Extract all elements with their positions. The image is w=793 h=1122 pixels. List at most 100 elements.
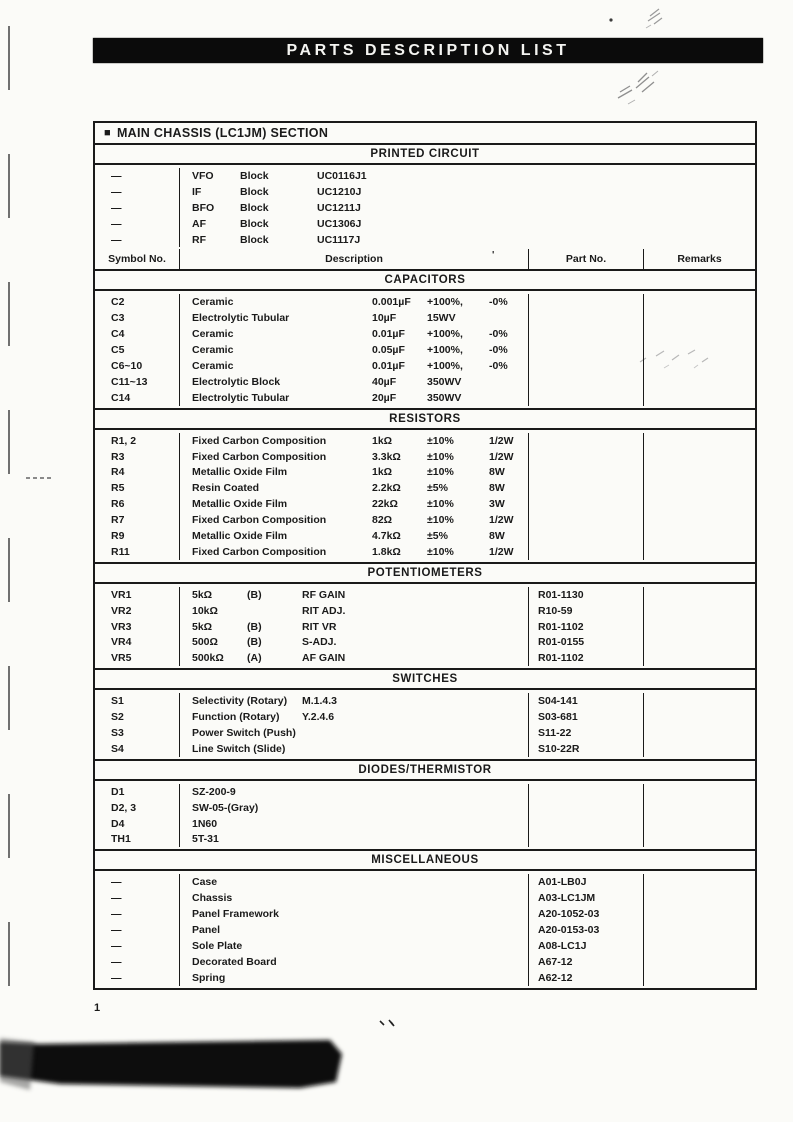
part-no-cell: A01-LB0J bbox=[528, 874, 643, 891]
symbol-cell: C5 bbox=[95, 342, 180, 359]
table-row: C2 Ceramic 0.001µF +100%, -0% bbox=[95, 294, 755, 311]
symbol-cell: C2 bbox=[95, 294, 180, 311]
table-row: C6~10 Ceramic 0.01µF +100%, -0% bbox=[95, 358, 755, 374]
part-no-cell: S11-22 bbox=[528, 725, 643, 741]
part-no-cell bbox=[528, 543, 643, 560]
description-part: UC0116J1 bbox=[317, 169, 367, 182]
description-part: AF GAIN bbox=[302, 652, 346, 665]
description-cell: Metallic Oxide Film 22kΩ ±10% 3W bbox=[180, 496, 528, 512]
table-row: VR3 5kΩ (B) RIT VR R01-1102 bbox=[95, 618, 755, 635]
page-title-banner: PARTS DESCRIPTION LIST bbox=[93, 38, 763, 63]
remarks-cell bbox=[643, 310, 755, 327]
description-cell: BFO Block UC1211J bbox=[180, 200, 528, 216]
description-part: ±5% bbox=[427, 529, 448, 542]
description-part: Electrolytic Tubular bbox=[192, 391, 290, 404]
description-part: UC1306J bbox=[317, 217, 362, 230]
description-part: 0.01µF bbox=[372, 359, 405, 372]
table-row: S2 Function (Rotary) Y.2.4.6 S03-681 bbox=[95, 709, 755, 726]
chassis-section-title-row: ■ MAIN CHASSIS (LC1JM) SECTION bbox=[95, 123, 755, 145]
remarks-cell bbox=[643, 528, 755, 544]
description-part: RF GAIN bbox=[302, 588, 346, 601]
part-no-cell: R01-1130 bbox=[528, 586, 643, 603]
remarks-cell bbox=[643, 373, 755, 390]
scan-margin-dash-artifact bbox=[26, 477, 54, 479]
scan-tick-marks-artifact bbox=[379, 1019, 395, 1027]
symbol-cell: D1 bbox=[95, 783, 180, 800]
symbol-cell: C6~10 bbox=[95, 358, 180, 374]
description-part: +100%, bbox=[427, 328, 463, 341]
table-row: R4 Metallic Oxide Film 1kΩ ±10% 8W bbox=[95, 464, 755, 481]
description-cell: VFO Block UC0116J1 bbox=[180, 168, 528, 184]
table-row: D1 SZ-200-9 bbox=[95, 783, 755, 800]
page-title: PARTS DESCRIPTION LIST bbox=[286, 42, 570, 59]
symbol-cell: D4 bbox=[95, 815, 180, 832]
remarks-cell bbox=[643, 184, 755, 200]
description-part: ±10% bbox=[427, 514, 454, 527]
section-rows-switches: S1 Selectivity (Rotary) M.1.4.3 S04-141 S2 Fu… bbox=[95, 690, 755, 761]
description-cell: Panel bbox=[180, 922, 528, 938]
description-part: 350WV bbox=[427, 375, 462, 388]
scan-margin-line-artifact bbox=[8, 26, 10, 1040]
description-part: RF bbox=[192, 233, 206, 246]
description-cell: Fixed Carbon Composition 1kΩ ±10% 1/2W bbox=[180, 433, 528, 449]
remarks-cell bbox=[643, 740, 755, 757]
section-rows-capacitors: C2 Ceramic 0.001µF +100%, -0% C3 Electrolytic … bbox=[95, 291, 755, 410]
description-part: Selectivity (Rotary) bbox=[192, 695, 288, 708]
description-cell: AF Block UC1306J bbox=[180, 216, 528, 232]
part-no-cell: S04-141 bbox=[528, 693, 643, 710]
description-cell: 5T-31 bbox=[180, 832, 528, 848]
table-row: — Panel Framework A20-1052-03 bbox=[95, 906, 755, 923]
description-cell: Fixed Carbon Composition 3.3kΩ ±10% 1/2W bbox=[180, 449, 528, 465]
table-row: — AF Block UC1306J bbox=[95, 215, 755, 232]
description-cell: 10kΩ RIT ADJ. bbox=[180, 603, 528, 619]
description-part: M.1.4.3 bbox=[302, 695, 338, 708]
description-part: 0.001µF bbox=[372, 296, 411, 309]
remarks-cell bbox=[643, 543, 755, 560]
section-rows-potentiometers: VR1 5kΩ (B) RF GAIN R01-1130 VR2 10kΩ RIT ADJ. R… bbox=[95, 584, 755, 671]
part-no-cell bbox=[528, 783, 643, 800]
description-part: SW-05-(Gray) bbox=[192, 801, 259, 814]
description-part: ±10% bbox=[427, 498, 454, 511]
column-header-description: Description ' bbox=[180, 249, 528, 269]
table-row: VR4 500Ω (B) S-ADJ. R01-0155 bbox=[95, 634, 755, 651]
description-part: UC1210J bbox=[317, 185, 362, 198]
part-no-cell: A08-LC1J bbox=[528, 937, 643, 954]
description-part: 1/2W bbox=[489, 434, 514, 447]
part-no-cell bbox=[528, 448, 643, 465]
description-part: 8W bbox=[489, 466, 505, 479]
symbol-cell: VR2 bbox=[95, 602, 180, 619]
table-row: R7 Fixed Carbon Composition 82Ω ±10% 1/2W bbox=[95, 512, 755, 529]
table-row: VR2 10kΩ RIT ADJ. R10-59 bbox=[95, 602, 755, 619]
description-cell: Metallic Oxide Film 1kΩ ±10% 8W bbox=[180, 464, 528, 480]
description-part: ±10% bbox=[427, 545, 454, 558]
remarks-cell bbox=[643, 216, 755, 232]
description-part: Sole Plate bbox=[192, 939, 243, 952]
remarks-cell bbox=[643, 496, 755, 513]
description-part: 4.7kΩ bbox=[372, 529, 401, 542]
part-no-cell bbox=[528, 373, 643, 390]
table-row: S1 Selectivity (Rotary) M.1.4.3 S04-141 bbox=[95, 693, 755, 710]
part-no-cell bbox=[528, 831, 643, 848]
description-part: UC1117J bbox=[317, 233, 361, 246]
description-part: 1/2W bbox=[489, 514, 514, 527]
remarks-cell bbox=[643, 200, 755, 216]
table-row: VR1 5kΩ (B) RF GAIN R01-1130 bbox=[95, 586, 755, 603]
symbol-cell: — bbox=[95, 890, 180, 907]
part-no-cell bbox=[528, 358, 643, 374]
description-part: Metallic Oxide Film bbox=[192, 466, 288, 479]
description-cell: Ceramic 0.01µF +100%, -0% bbox=[180, 326, 528, 342]
scan-scribble-artifact bbox=[609, 8, 663, 29]
description-part: Block bbox=[240, 201, 269, 214]
table-row: — Case A01-LB0J bbox=[95, 874, 755, 891]
part-no-cell bbox=[528, 799, 643, 816]
part-no-cell: S03-681 bbox=[528, 709, 643, 726]
symbol-cell: S3 bbox=[95, 725, 180, 741]
remarks-cell bbox=[643, 906, 755, 923]
description-part: (B) bbox=[247, 588, 262, 601]
scan-stray-mark-artifact: ' bbox=[492, 250, 495, 262]
description-part: 8W bbox=[489, 529, 505, 542]
description-cell: Spring bbox=[180, 970, 528, 986]
description-part: Electrolytic Block bbox=[192, 375, 281, 388]
table-row: — IF Block UC1210J bbox=[95, 183, 755, 200]
